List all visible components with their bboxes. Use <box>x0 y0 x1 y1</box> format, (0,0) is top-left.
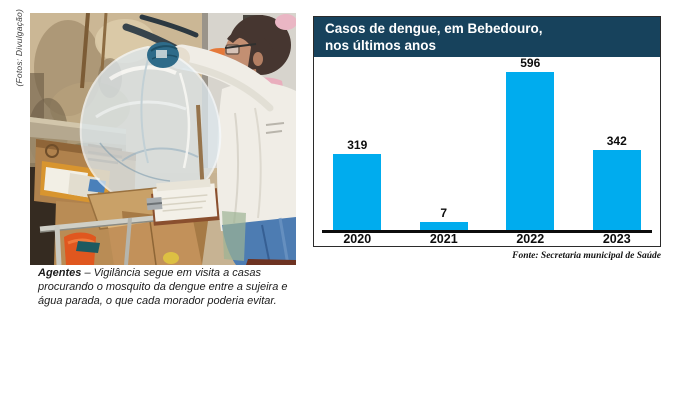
x-tick-2022: 2022 <box>516 232 545 246</box>
hair-tie <box>275 14 296 30</box>
bar-chart-bars: 319 7 596 342 <box>314 57 660 230</box>
bar-value-label: 596 <box>520 56 541 70</box>
chart-title-line2: nos últimos anos <box>325 37 437 53</box>
dengue-chart: Casos de dengue, em Bebedouro, nos últim… <box>313 16 661 247</box>
x-tick-2020: 2020 <box>343 232 372 246</box>
caption-lead: Agentes <box>38 267 82 279</box>
bar-column-2021: 7 <box>401 57 488 230</box>
bar-2021 <box>419 222 468 230</box>
bar-chart-plot: 319 7 596 342 2020 2021 2022 2023 <box>314 57 660 245</box>
person-figure <box>168 14 296 265</box>
photo-caption: Agentes – Vigilância segue em visita a c… <box>38 267 310 308</box>
photo <box>30 13 296 265</box>
arm <box>169 44 285 114</box>
chart-title-line1: Casos de dengue, em Bebedouro, <box>325 21 543 36</box>
glove <box>147 42 179 68</box>
clipboard <box>146 178 220 226</box>
chart-source: Fonte: Secretaria municipal de Saúde <box>512 251 661 261</box>
x-tick-2023: 2023 <box>602 232 631 246</box>
bar-column-2022: 596 <box>487 57 574 230</box>
bar-2020 <box>333 154 382 230</box>
bar-value-label: 342 <box>606 134 627 148</box>
bar-2023 <box>592 150 641 230</box>
bar-value-label: 7 <box>440 206 448 220</box>
bar-column-2023: 342 <box>574 57 661 230</box>
bar-column-2020: 319 <box>314 57 401 230</box>
bar-2022 <box>506 72 555 230</box>
x-axis-labels: 2020 2021 2022 2023 <box>314 232 660 246</box>
chart-header: Casos de dengue, em Bebedouro, nos últim… <box>314 17 660 57</box>
photo-credit: (Fotos: Divulgação) <box>14 9 24 87</box>
caption-text: – Vigilância segue em visita a casas pro… <box>38 267 288 307</box>
x-tick-2021: 2021 <box>429 232 458 246</box>
bar-value-label: 319 <box>347 138 368 152</box>
photo-illustration <box>30 13 296 265</box>
x-axis-line <box>322 230 652 233</box>
